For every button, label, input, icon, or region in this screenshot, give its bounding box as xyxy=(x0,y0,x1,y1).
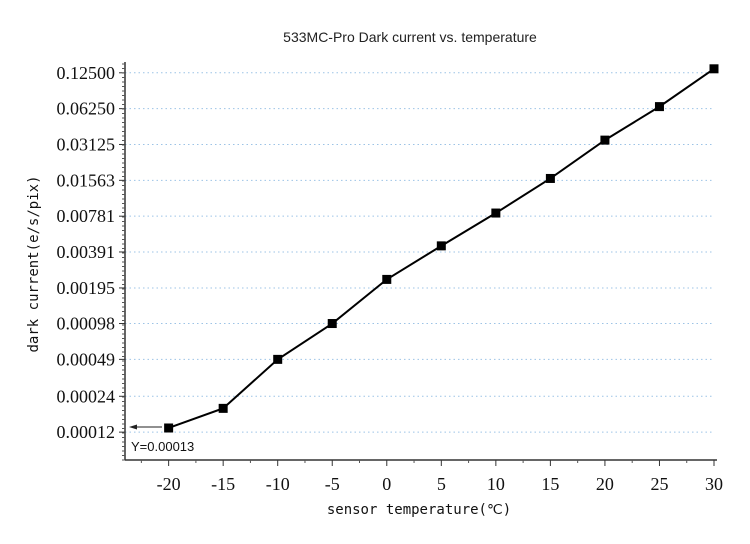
data-point xyxy=(218,403,228,413)
data-point xyxy=(491,208,501,218)
data-point xyxy=(545,173,555,183)
annotation-label: Y=0.00013 xyxy=(131,439,194,454)
y-tick-label: 0.00195 xyxy=(57,278,116,298)
y-tick-label: 0.00024 xyxy=(57,386,116,406)
y-tick-label: 0.00049 xyxy=(57,349,116,369)
x-tick-label: 5 xyxy=(437,474,446,494)
x-tick-label: 20 xyxy=(596,474,614,494)
y-tick-label: 0.12500 xyxy=(57,63,116,83)
x-tick-label: -5 xyxy=(325,474,340,494)
data-point xyxy=(164,423,174,433)
y-tick-label: 0.01563 xyxy=(57,170,116,190)
y-tick-label: 0.00098 xyxy=(57,314,116,334)
x-tick-label: -20 xyxy=(157,474,181,494)
y-tick-label: 0.00012 xyxy=(57,422,116,442)
annotation: Y=0.00013 xyxy=(129,424,194,454)
x-tick-label: 25 xyxy=(650,474,668,494)
x-tick-label: 0 xyxy=(382,474,391,494)
y-tick-label: 0.00391 xyxy=(57,242,116,262)
data-point xyxy=(273,354,283,364)
x-tick-label: 30 xyxy=(705,474,723,494)
x-tick-label: -15 xyxy=(211,474,235,494)
y-tick-label: 0.03125 xyxy=(57,134,116,154)
axes xyxy=(124,62,717,461)
x-ticks: -20 -15 -10 -5 0 5 10 15 20 25 30 xyxy=(140,460,723,494)
annotation-arrowhead xyxy=(129,424,137,430)
data-point xyxy=(327,319,337,329)
x-tick-label: -10 xyxy=(266,474,290,494)
y-axis-label: dark current(e/s/pix) xyxy=(26,175,42,352)
x-axis-label: sensor temperature(℃) xyxy=(327,502,511,518)
data-point xyxy=(654,102,664,112)
grid xyxy=(125,72,714,433)
x-tick-label: 10 xyxy=(487,474,505,494)
y-ticks: 0.00012 0.00024 0.00049 0.00098 0.00195 0.003… xyxy=(57,63,125,461)
y-tick-label: 0.00781 xyxy=(57,206,116,226)
series xyxy=(164,64,719,433)
x-tick-label: 15 xyxy=(541,474,559,494)
data-point xyxy=(600,135,610,145)
data-point xyxy=(382,274,392,284)
y-tick-label: 0.06250 xyxy=(57,99,116,119)
data-point xyxy=(709,64,719,74)
chart-title: 533MC-Pro Dark current vs. temperature xyxy=(283,29,537,45)
data-point xyxy=(436,241,446,251)
